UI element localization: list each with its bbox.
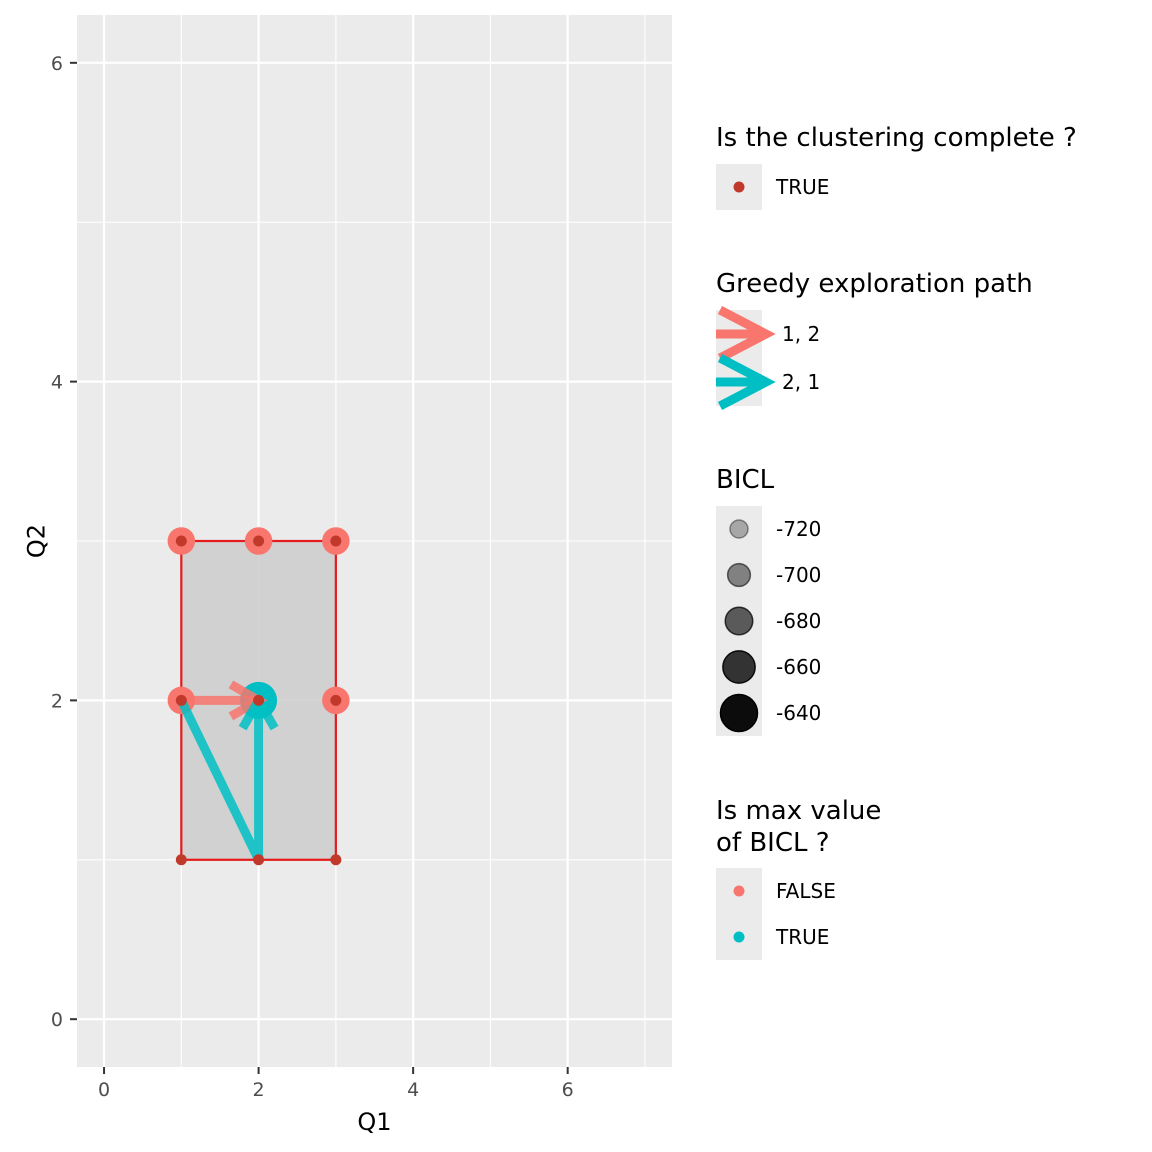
- legend-bicl-label: -660: [776, 655, 821, 679]
- legend-bicl-swatch: [729, 519, 749, 539]
- legend-max-swatch: [733, 931, 745, 943]
- complete-point: [253, 854, 265, 866]
- legend-max-label: TRUE: [775, 925, 829, 949]
- complete-point: [175, 854, 187, 866]
- legend-complete-label: TRUE: [775, 175, 829, 199]
- y-axis-title: Q2: [22, 524, 50, 558]
- y-tick-label: 4: [51, 372, 63, 394]
- x-tick-label: 0: [98, 1079, 110, 1101]
- y-tick-label: 6: [51, 53, 63, 75]
- legend-bicl-swatch: [724, 606, 754, 636]
- axes: Q1 Q2 0 2 4 6 0 2 4 6: [22, 53, 573, 1136]
- legend-max-title-line-1: Is max value: [716, 796, 881, 826]
- legend-path-arrowhead: [717, 306, 776, 362]
- complete-point: [253, 535, 265, 547]
- legend-bicl-label: -720: [776, 517, 821, 541]
- x-tick-label: 6: [562, 1079, 574, 1101]
- legend-bicl-title: BICL: [716, 465, 775, 495]
- legend-bicl-swatch: [726, 562, 752, 588]
- legend-bicl-label: -680: [776, 609, 821, 633]
- legend: Is the clustering complete ? Greedy expl…: [716, 123, 1077, 960]
- x-tick-label: 4: [407, 1079, 419, 1101]
- legend-max-key-bg: [716, 868, 762, 960]
- y-tick-label: 0: [51, 1009, 63, 1031]
- legend-bicl-swatch: [722, 650, 756, 684]
- plot-area: [77, 15, 672, 1067]
- complete-point: [330, 535, 342, 547]
- legend-max-swatch: [733, 885, 745, 897]
- complete-point: [330, 694, 342, 706]
- legend-max-title-line-2: of BICL ?: [716, 828, 830, 858]
- complete-point: [175, 535, 187, 547]
- legend-max-label: FALSE: [776, 879, 836, 903]
- legend-bicl-label: -700: [776, 563, 821, 587]
- complete-point: [253, 694, 265, 706]
- legend-complete-swatch: [733, 181, 745, 193]
- legend-bicl-swatch: [719, 693, 759, 733]
- y-tick-label: 2: [51, 690, 63, 712]
- legend-path-label: 2, 1: [782, 370, 820, 394]
- legend-bicl-label: -640: [776, 701, 821, 725]
- legend-path-label: 1, 2: [782, 322, 820, 346]
- complete-point: [175, 694, 187, 706]
- legend-path-title: Greedy exploration path: [716, 269, 1033, 299]
- legend-path-arrowhead: [717, 354, 776, 410]
- x-tick-label: 2: [253, 1079, 265, 1101]
- legend-complete-title: Is the clustering complete ?: [716, 123, 1077, 153]
- x-axis-title: Q1: [357, 1108, 391, 1136]
- complete-point: [330, 854, 342, 866]
